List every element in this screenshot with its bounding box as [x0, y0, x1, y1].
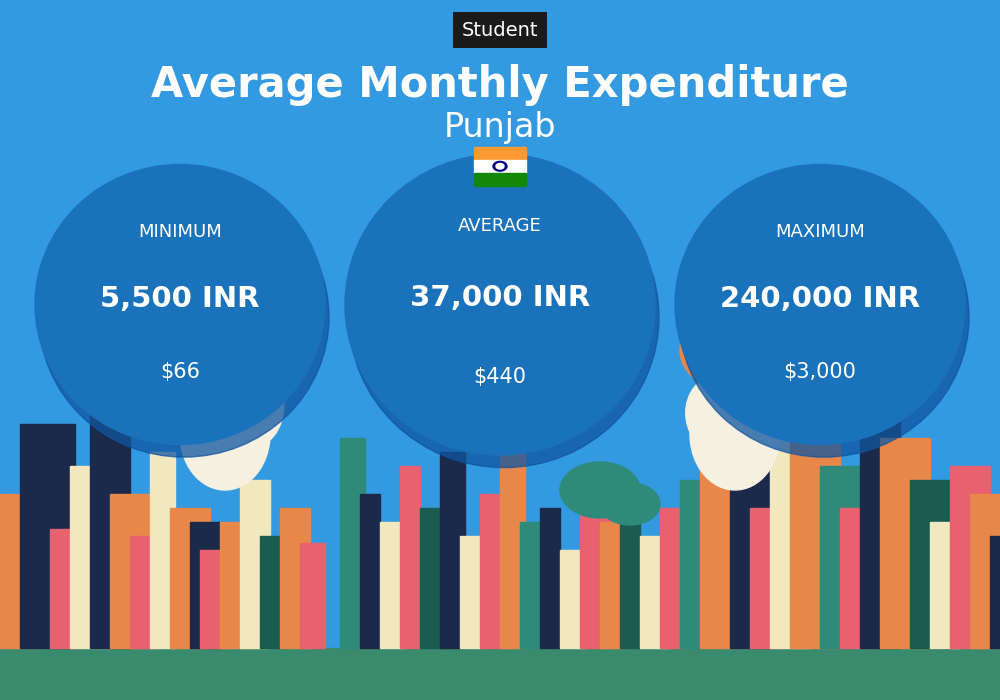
Bar: [950, 466, 990, 648]
Text: MINIMUM: MINIMUM: [138, 223, 222, 241]
Text: $440: $440: [474, 367, 526, 386]
Bar: [220, 522, 255, 648]
Text: $3,000: $3,000: [784, 362, 856, 382]
Ellipse shape: [35, 164, 325, 444]
Bar: [440, 452, 465, 648]
Bar: [260, 536, 285, 648]
Bar: [750, 508, 780, 648]
Bar: [580, 480, 610, 648]
Bar: [380, 522, 405, 648]
Bar: [910, 480, 950, 648]
Text: MAXIMUM: MAXIMUM: [775, 223, 865, 241]
Text: 37,000 INR: 37,000 INR: [410, 284, 590, 312]
Bar: [970, 494, 1000, 648]
Bar: [540, 508, 560, 648]
Bar: [280, 508, 310, 648]
Bar: [340, 438, 365, 648]
Ellipse shape: [686, 377, 744, 449]
Bar: [990, 536, 1000, 648]
Bar: [240, 480, 270, 648]
Bar: [190, 522, 220, 648]
Bar: [560, 550, 585, 648]
Ellipse shape: [345, 154, 655, 455]
Bar: [500, 452, 525, 648]
Bar: [474, 173, 526, 186]
Bar: [640, 536, 670, 648]
Text: 5,500 INR: 5,500 INR: [100, 285, 260, 313]
Text: AVERAGE: AVERAGE: [458, 217, 542, 235]
Bar: [150, 452, 175, 648]
Text: Student: Student: [462, 20, 538, 40]
Circle shape: [80, 304, 210, 395]
Bar: [600, 522, 625, 648]
Bar: [660, 508, 685, 648]
Bar: [420, 508, 450, 648]
Bar: [880, 438, 930, 648]
Bar: [130, 536, 160, 648]
Circle shape: [493, 162, 507, 171]
Bar: [460, 536, 480, 648]
Ellipse shape: [349, 167, 659, 468]
Bar: [790, 368, 840, 648]
Bar: [474, 160, 526, 173]
Bar: [860, 410, 900, 648]
Bar: [0, 648, 1000, 700]
Ellipse shape: [726, 364, 794, 448]
Bar: [930, 522, 960, 648]
Ellipse shape: [679, 177, 969, 457]
Bar: [110, 494, 150, 648]
Ellipse shape: [216, 364, 284, 448]
Bar: [0, 494, 45, 648]
Bar: [730, 452, 770, 648]
Bar: [90, 410, 130, 648]
Bar: [50, 528, 80, 648]
Bar: [400, 466, 420, 648]
Text: Average Monthly Expenditure: Average Monthly Expenditure: [151, 64, 849, 106]
Text: 240,000 INR: 240,000 INR: [720, 285, 920, 313]
Bar: [170, 508, 210, 648]
Ellipse shape: [180, 378, 270, 490]
Ellipse shape: [690, 378, 780, 490]
Text: $66: $66: [160, 362, 200, 382]
Bar: [700, 395, 750, 648]
Bar: [480, 494, 510, 648]
Circle shape: [600, 483, 660, 525]
Bar: [200, 550, 230, 648]
Bar: [520, 522, 550, 648]
Ellipse shape: [176, 377, 234, 449]
Bar: [770, 424, 810, 648]
Bar: [360, 494, 380, 648]
Bar: [70, 466, 110, 648]
Text: Punjab: Punjab: [444, 111, 556, 144]
Ellipse shape: [675, 164, 965, 444]
Bar: [840, 508, 870, 648]
Bar: [474, 147, 526, 160]
Circle shape: [496, 163, 504, 169]
Circle shape: [680, 304, 810, 395]
Bar: [300, 542, 325, 648]
Ellipse shape: [39, 177, 329, 457]
Bar: [680, 480, 720, 648]
Bar: [20, 424, 75, 648]
Circle shape: [560, 462, 640, 518]
Bar: [820, 466, 860, 648]
Bar: [620, 494, 640, 648]
